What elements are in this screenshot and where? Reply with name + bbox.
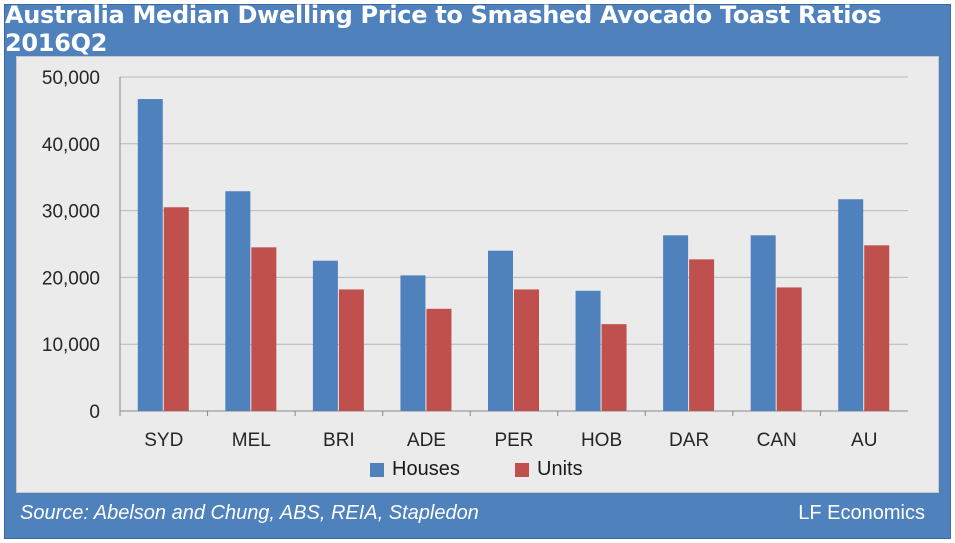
y-tick-label: 20,000 <box>42 268 100 289</box>
bar-units-hob <box>601 324 627 411</box>
legend-label-houses: Houses <box>392 458 460 480</box>
legend-label-units: Units <box>537 458 583 480</box>
x-tick-label: PER <box>494 430 533 451</box>
bar-units-mel <box>251 247 277 411</box>
bar-units-ade <box>426 308 452 411</box>
y-tick-label: 40,000 <box>42 135 100 156</box>
bar-houses-au <box>838 199 864 411</box>
bar-units-bri <box>338 289 364 411</box>
legend-item-units: Units <box>515 458 583 481</box>
source-note: Source: Abelson and Chung, ABS, REIA, St… <box>20 502 479 524</box>
legend-swatch-houses <box>370 462 384 477</box>
x-tick-label: HOB <box>581 430 622 451</box>
bar-houses-per <box>488 250 513 411</box>
x-tick-label: BRI <box>323 430 355 451</box>
x-tick-label: ADE <box>407 430 446 451</box>
y-tick-label: 50,000 <box>42 68 100 89</box>
bar-houses-ade <box>400 275 426 411</box>
legend-item-houses: Houses <box>370 458 460 481</box>
x-tick-label: DAR <box>669 430 709 451</box>
x-tick-label: SYD <box>144 430 183 451</box>
bar-houses-can <box>750 235 776 411</box>
brand-label: LF Economics <box>798 502 925 524</box>
legend-swatch-units <box>515 462 529 477</box>
bar-houses-dar <box>663 235 689 411</box>
x-tick-label: MEL <box>232 430 271 451</box>
bar-units-can <box>776 287 802 411</box>
bar-units-syd <box>163 207 189 411</box>
bar-units-dar <box>689 259 715 411</box>
bar-units-per <box>514 289 539 411</box>
chart-title: Australia Median Dwelling Price to Smash… <box>5 1 882 57</box>
bar-units-au <box>864 245 890 411</box>
y-tick-label: 0 <box>89 402 100 423</box>
y-tick-label: 10,000 <box>42 335 100 356</box>
legend: Houses Units <box>0 458 955 488</box>
bar-houses-syd <box>137 99 163 411</box>
x-tick-label: CAN <box>757 430 797 451</box>
x-tick-label: AU <box>851 430 877 451</box>
bar-houses-hob <box>575 290 601 411</box>
y-tick-label: 30,000 <box>42 202 100 223</box>
bar-houses-bri <box>312 260 338 411</box>
bar-houses-mel <box>225 191 251 411</box>
